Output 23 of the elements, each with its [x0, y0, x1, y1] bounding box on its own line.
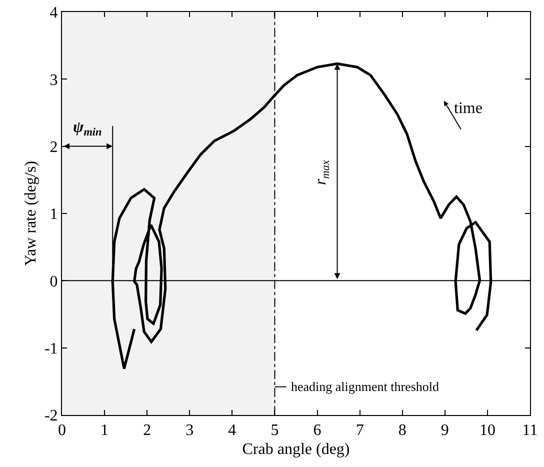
y-tick-label: 1: [50, 206, 58, 224]
x-tick-label: 6: [313, 422, 322, 440]
y-tick-label: -2: [44, 408, 58, 425]
y-axis-title: Yaw rate (deg/s): [22, 160, 40, 266]
x-tick-label: 8: [398, 422, 406, 440]
y-tick-label: 0: [50, 273, 58, 290]
x-tick-label: 7: [356, 422, 364, 440]
x-tick-label: 3: [186, 422, 194, 440]
x-tick-label: 5: [270, 422, 279, 440]
y-tick-label: 3: [50, 72, 58, 89]
annotation: time: [454, 100, 482, 117]
y-tick-label: -1: [44, 340, 58, 358]
x-tick-label: 4: [228, 422, 236, 440]
x-tick-label: 9: [440, 422, 449, 440]
y-tick-label: 4: [50, 4, 58, 22]
x-tick-label: 2: [143, 422, 152, 440]
annotation: ψ$_{min}$: [73, 119, 102, 138]
ref-line-label: heading alignment threshold: [291, 379, 440, 394]
y-tick-label: 2: [50, 138, 58, 156]
x-axis-title: Crab angle (deg): [242, 440, 350, 458]
x-tick-label: 11: [522, 422, 538, 440]
x-tick-label: 10: [479, 422, 496, 440]
x-tick-label: 1: [100, 422, 109, 440]
